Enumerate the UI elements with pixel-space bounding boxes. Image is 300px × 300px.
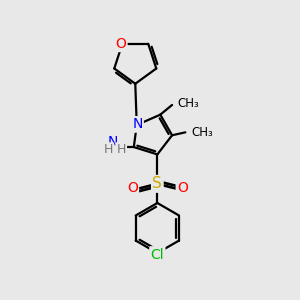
- Text: O: O: [116, 37, 126, 51]
- Text: O: O: [177, 181, 188, 195]
- Text: N: N: [108, 135, 119, 149]
- Text: N: N: [132, 117, 142, 131]
- Text: S: S: [152, 176, 162, 191]
- Text: H: H: [116, 143, 126, 157]
- Text: CH₃: CH₃: [192, 126, 214, 139]
- Text: H: H: [103, 143, 113, 157]
- Text: Cl: Cl: [151, 248, 164, 262]
- Text: CH₃: CH₃: [177, 97, 199, 110]
- Text: O: O: [127, 181, 138, 195]
